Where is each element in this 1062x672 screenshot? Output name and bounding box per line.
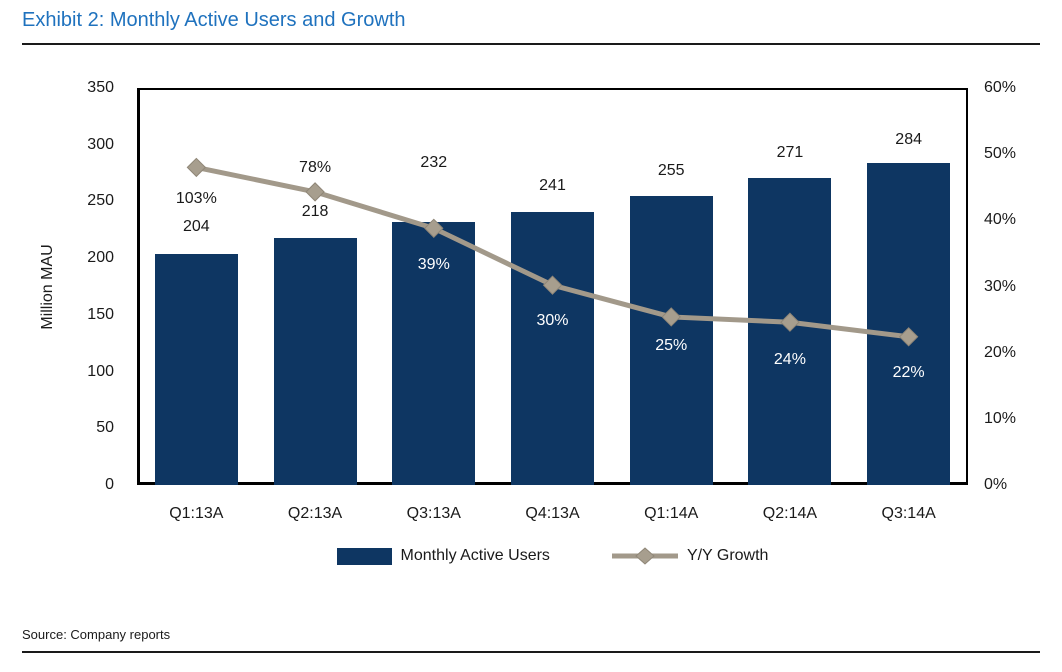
left-axis-tick-150: 150 <box>87 305 114 323</box>
growth-value-label-q1-14a: 25% <box>655 336 688 354</box>
left-axis-tick-250: 250 <box>87 192 114 210</box>
left-axis-tick-50: 50 <box>96 419 114 437</box>
left-axis-tick-100: 100 <box>87 362 114 380</box>
legend-label-mau: Monthly Active Users <box>400 547 550 564</box>
x-axis-label-q1-13a: Q1:13A <box>169 505 224 522</box>
chart-legend: Monthly Active Users Y/Y Growth <box>137 543 968 569</box>
bar-value-label-q2-13a: 218 <box>301 202 329 220</box>
bar-value-label-q2-14a: 271 <box>776 143 804 161</box>
growth-value-label-q2-13a: 78% <box>299 158 332 176</box>
bar-q1-13a <box>154 253 238 485</box>
x-axis-label-q2-14a: Q2:14A <box>762 505 818 522</box>
right-axis-tick-60: 60% <box>984 79 1017 96</box>
legend-item-growth: Y/Y Growth <box>611 547 769 565</box>
bar-value-label-q1-13a: 204 <box>182 217 210 235</box>
bar-q2-14a <box>748 177 832 485</box>
bar-series-swatch-icon <box>336 547 392 565</box>
right-axis-tick-40: 40% <box>984 211 1017 229</box>
legend-label-growth: Y/Y Growth <box>686 547 769 564</box>
left-axis-tick-0: 0 <box>105 476 114 493</box>
title-rule <box>22 43 1040 45</box>
footer-rule <box>22 651 1040 653</box>
x-axis-label-q1-14a: Q1:14A <box>644 505 699 522</box>
x-axis-label-q2-13a: Q2:13A <box>287 505 343 522</box>
bar-value-label-q1-14a: 255 <box>657 161 685 179</box>
bar-value-label-q3-13a: 232 <box>420 153 448 171</box>
growth-value-label-q4-13a: 30% <box>536 312 569 330</box>
bar-value-label-q4-13a: 241 <box>539 176 566 194</box>
right-axis-tick-20: 20% <box>984 343 1017 361</box>
bar-q3-14a <box>867 162 951 485</box>
legend-item-mau: Monthly Active Users <box>336 547 550 565</box>
right-axis-tick-0: 0% <box>984 476 1008 493</box>
bar-q2-13a <box>273 237 357 485</box>
right-axis-tick-10: 10% <box>984 409 1017 427</box>
left-axis-tick-300: 300 <box>87 135 114 153</box>
exhibit-title: Exhibit 2: Monthly Active Users and Grow… <box>22 9 406 31</box>
bar-value-label-q3-14a: 284 <box>895 130 922 148</box>
growth-value-label-q3-14a: 22% <box>892 363 925 381</box>
growth-value-label-q2-14a: 24% <box>773 351 806 369</box>
growth-value-label-q1-13a: 103% <box>175 190 217 208</box>
source-note: Source: Company reports <box>22 627 171 642</box>
line-series-swatch-icon <box>611 547 678 565</box>
x-axis-label-q3-14a: Q3:14A <box>881 505 936 522</box>
right-axis-tick-50: 50% <box>984 145 1017 163</box>
growth-value-label-q3-13a: 39% <box>417 256 450 274</box>
x-axis-label-q3-13a: Q3:13A <box>406 505 461 522</box>
left-axis-tick-200: 200 <box>87 249 114 267</box>
left-axis-tick-350: 350 <box>87 79 114 96</box>
x-axis-label-q4-13a: Q4:13A <box>525 505 580 522</box>
bar-q4-13a <box>511 211 594 485</box>
right-axis-tick-30: 30% <box>984 277 1017 295</box>
